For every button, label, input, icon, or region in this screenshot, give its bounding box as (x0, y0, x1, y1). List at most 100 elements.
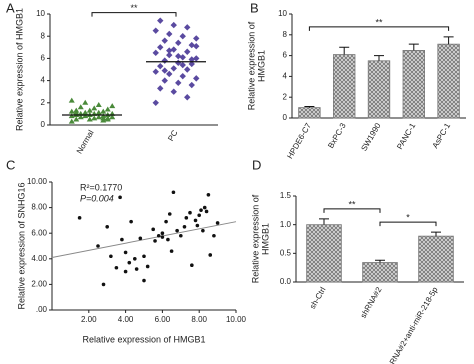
panel-label: D (252, 157, 261, 172)
significance-bracket (323, 208, 381, 213)
error-bar (374, 55, 384, 61)
data-point (188, 56, 195, 63)
error-bar (375, 259, 385, 263)
data-point (68, 97, 75, 103)
data-point (166, 237, 170, 242)
significance-bracket (308, 26, 450, 31)
x-tick-label: HPDE6-C7 (285, 121, 313, 160)
data-point (114, 265, 119, 270)
data-point (152, 99, 159, 106)
data-point (175, 52, 182, 60)
data-point (127, 260, 132, 265)
x-axis-label: Relative expression of HMGB1 (82, 334, 205, 344)
data-point (193, 35, 200, 42)
data-point (160, 231, 165, 235)
significance-bracket (91, 12, 177, 17)
data-point (129, 219, 133, 224)
y-tick-label: 2 (283, 92, 288, 101)
data-point (95, 109, 102, 115)
data-point (170, 65, 177, 72)
data-point (160, 235, 165, 239)
data-point (86, 116, 93, 122)
data-point (193, 55, 200, 62)
x-tick-label: 4.00 (118, 315, 134, 324)
data-point (95, 114, 102, 120)
data-point (134, 267, 139, 271)
data-point (170, 88, 177, 95)
data-point (193, 75, 200, 82)
y-tick-label: 10 (36, 9, 45, 18)
data-point (161, 37, 168, 44)
data-point (151, 227, 155, 232)
x-tick-label: sh-Ctrl (308, 285, 328, 310)
data-point (145, 264, 150, 269)
data-point (152, 49, 159, 57)
data-point (188, 41, 195, 49)
data-point (193, 218, 198, 223)
y-tick-label: 2.00 (31, 280, 47, 289)
y-tick-label: 6.00 (31, 228, 47, 237)
y-tick-label: 2 (41, 98, 46, 107)
data-point (109, 254, 113, 259)
data-point (91, 105, 98, 111)
data-point (105, 225, 109, 229)
data-point (179, 33, 186, 40)
x-tick-label: Normal (75, 128, 96, 155)
data-point (123, 250, 128, 255)
x-tick-label: 2.00 (81, 315, 97, 324)
y-axis-label: Relative expression of HMGB1 (14, 8, 24, 131)
data-point (82, 99, 89, 105)
data-point (104, 106, 111, 112)
data-point (82, 113, 89, 119)
y-tick-label: 10 (278, 9, 287, 18)
data-point (142, 254, 146, 259)
error-bar (431, 231, 441, 237)
data-point (170, 21, 177, 29)
bar (362, 262, 398, 283)
data-point (157, 85, 164, 92)
data-point (208, 253, 213, 257)
annotation: R²=0.1770 (80, 182, 122, 192)
y-axis-label: Relative expression of (246, 21, 256, 110)
x-tick-label: 6.00 (155, 315, 171, 324)
significance-label: ** (348, 199, 356, 209)
data-point (77, 216, 82, 220)
data-point (188, 210, 192, 215)
data-point (179, 72, 186, 80)
y-tick-label: 1.0 (280, 220, 292, 229)
data-point (201, 228, 205, 233)
data-point (95, 102, 102, 108)
y-tick-label: 0.5 (280, 248, 292, 257)
data-point (202, 205, 207, 210)
data-point (153, 239, 157, 243)
data-point (96, 244, 100, 248)
data-point (169, 249, 174, 253)
data-point (199, 208, 203, 212)
x-tick-label: AsPC-1 (431, 121, 453, 150)
y-tick-label: 0.0 (280, 277, 292, 286)
bar (306, 224, 342, 283)
y-tick-label: 10.00 (27, 177, 48, 186)
data-point (101, 282, 106, 287)
data-point (182, 225, 187, 229)
y-tick-label: 8 (41, 31, 46, 40)
data-point (91, 115, 98, 121)
data-point (184, 48, 191, 55)
data-point (175, 228, 179, 233)
x-tick-label: 8.00 (191, 315, 207, 324)
data-point (166, 51, 173, 59)
data-point (171, 190, 176, 195)
data-point (184, 216, 189, 220)
y-tick-label: 0 (283, 113, 288, 122)
y-tick-label: 1.5 (280, 191, 292, 200)
data-point (175, 79, 182, 87)
data-point (152, 68, 159, 75)
y-axis-label: Relative expression of SNHG16 (16, 182, 26, 309)
y-tick-label: 0 (41, 120, 46, 129)
data-point (188, 60, 195, 68)
data-point (100, 115, 107, 121)
data-point (206, 193, 211, 197)
data-point (123, 269, 128, 274)
data-point (161, 77, 168, 84)
significance-label: ** (375, 17, 383, 27)
